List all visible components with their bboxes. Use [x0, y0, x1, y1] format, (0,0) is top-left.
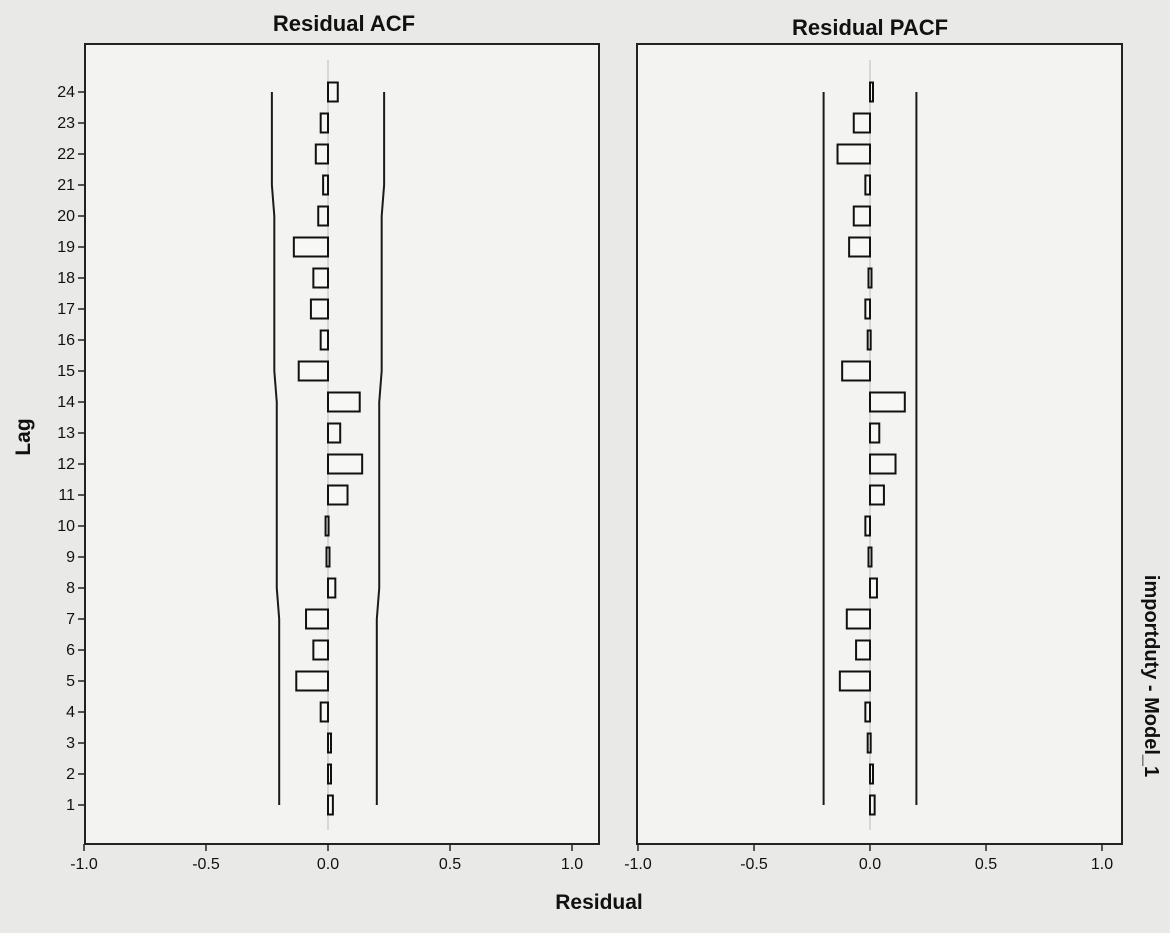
lag-tick-label: 8	[66, 580, 75, 597]
lag-tick-label: 6	[66, 642, 75, 659]
pacf-bar-lag-9	[867, 546, 873, 568]
pacf-bar-lag-19	[848, 236, 871, 258]
acf-x-tick-label: 0.0	[317, 856, 339, 873]
acf-bar-lag-13	[327, 422, 342, 444]
pacf-bar-lag-23	[852, 112, 872, 134]
pacf-bar-lag-12	[869, 453, 897, 475]
pacf-bar-lag-14	[869, 391, 906, 413]
pacf-bar-lag-13	[869, 422, 881, 444]
pacf-bar-lag-2	[869, 763, 874, 785]
lag-tick-label: 11	[58, 487, 75, 504]
acf-bar-lag-15	[297, 360, 330, 382]
acf-bar-lag-1	[327, 794, 334, 816]
acf-x-tick-label: 1.0	[561, 856, 583, 873]
y-axis-title: Lag	[12, 418, 35, 455]
acf-bar-lag-8	[327, 577, 337, 599]
lag-tick-label: 18	[57, 270, 75, 287]
lag-tick-label: 20	[57, 208, 75, 225]
pacf-x-tick-label: 0.5	[975, 856, 997, 873]
acf-x-tick-label: 0.5	[439, 856, 461, 873]
pacf-bar-lag-24	[869, 81, 874, 103]
acf-bar-lag-11	[327, 484, 349, 506]
lag-tick-label: 21	[57, 177, 75, 194]
lag-tick-label: 22	[57, 146, 75, 163]
acf-bar-lag-3	[327, 732, 332, 754]
pacf-bar-lag-5	[838, 670, 872, 692]
acf-bar-lag-9	[325, 546, 331, 568]
acf-bar-lag-24	[327, 81, 339, 103]
acf-bar-lag-19	[292, 236, 329, 258]
pacf-x-tick-label: -1.0	[624, 856, 652, 873]
pacf-bar-lag-7	[845, 608, 871, 630]
pacf-bar-lag-21	[864, 174, 871, 196]
lag-tick-label: 14	[57, 394, 75, 411]
acf-marks: -1.0 -0.5 0.0 0.5 1.0	[70, 60, 583, 873]
acf-bar-lag-7	[305, 608, 330, 630]
lag-tick-label: 4	[66, 704, 75, 721]
acf-bar-lag-4	[319, 701, 329, 723]
lag-tick-label: 2	[66, 766, 75, 783]
lag-tick-label: 12	[57, 456, 75, 473]
pacf-bar-lag-8	[869, 577, 878, 599]
lag-tick-label: 3	[66, 735, 75, 752]
lag-tick-label: 7	[66, 611, 75, 628]
pacf-bar-lag-11	[869, 484, 885, 506]
lag-tick-label: 9	[66, 549, 75, 566]
lag-tick-label: 17	[57, 301, 75, 318]
pacf-bar-lag-6	[855, 639, 872, 661]
pacf-bar-lag-10	[864, 515, 871, 537]
acf-bar-lag-23	[319, 112, 329, 134]
pacf-x-tick-label: 1.0	[1091, 856, 1113, 873]
lag-tick-label: 5	[66, 673, 75, 690]
acf-bar-lag-17	[309, 298, 330, 320]
pacf-bar-lag-16	[866, 329, 872, 351]
pacf-marks: -1.0 -0.5 0.0 0.5 1.0	[624, 60, 1113, 873]
acf-bar-lag-14	[327, 391, 361, 413]
pacf-bar-lag-22	[836, 143, 872, 165]
pacf-bar-lag-1	[869, 794, 876, 816]
lag-tick-label: 10	[57, 518, 75, 535]
acf-bar-lag-16	[319, 329, 329, 351]
model-side-label: importduty - Model_1	[1140, 575, 1162, 777]
pacf-bar-lag-17	[864, 298, 871, 320]
lag-tick-label: 13	[57, 425, 75, 442]
pacf-bar-lag-15	[841, 360, 871, 382]
lag-tick-label: 1	[66, 797, 75, 814]
pacf-plot-area	[636, 43, 1123, 845]
lag-tick-label: 24	[57, 84, 75, 101]
acf-bar-lag-21	[322, 174, 329, 196]
acf-upper-confidence-limit	[375, 92, 386, 805]
pacf-x-tick-label: -0.5	[740, 856, 768, 873]
pacf-title: Residual PACF	[792, 15, 948, 40]
acf-bar-lag-10	[324, 515, 330, 537]
acf-bar-lag-18	[312, 267, 329, 289]
acf-x-tick-label: -0.5	[192, 856, 220, 873]
acf-x-tick-label: -1.0	[70, 856, 98, 873]
acf-lower-confidence-limit	[270, 92, 281, 805]
pacf-bar-lag-20	[852, 205, 872, 227]
lag-tick-label: 16	[57, 332, 75, 349]
pacf-x-tick-label: 0.0	[859, 856, 881, 873]
acf-bar-lag-22	[314, 143, 329, 165]
x-axis-title: Residual	[555, 891, 643, 914]
acf-title: Residual ACF	[273, 11, 415, 36]
lag-tick-label: 15	[57, 363, 75, 380]
acf-bar-lag-20	[317, 205, 329, 227]
lag-tick-label: 19	[57, 239, 75, 256]
acf-bar-lag-12	[327, 453, 364, 475]
acf-bar-lag-6	[312, 639, 329, 661]
acf-bar-lag-2	[327, 763, 332, 785]
acf-plot-area	[84, 43, 600, 845]
pacf-bar-lag-4	[864, 701, 871, 723]
pacf-bar-lag-3	[866, 732, 872, 754]
pacf-bar-lag-18	[867, 267, 873, 289]
lag-tick-label: 23	[57, 115, 75, 132]
acf-bar-lag-5	[295, 670, 329, 692]
